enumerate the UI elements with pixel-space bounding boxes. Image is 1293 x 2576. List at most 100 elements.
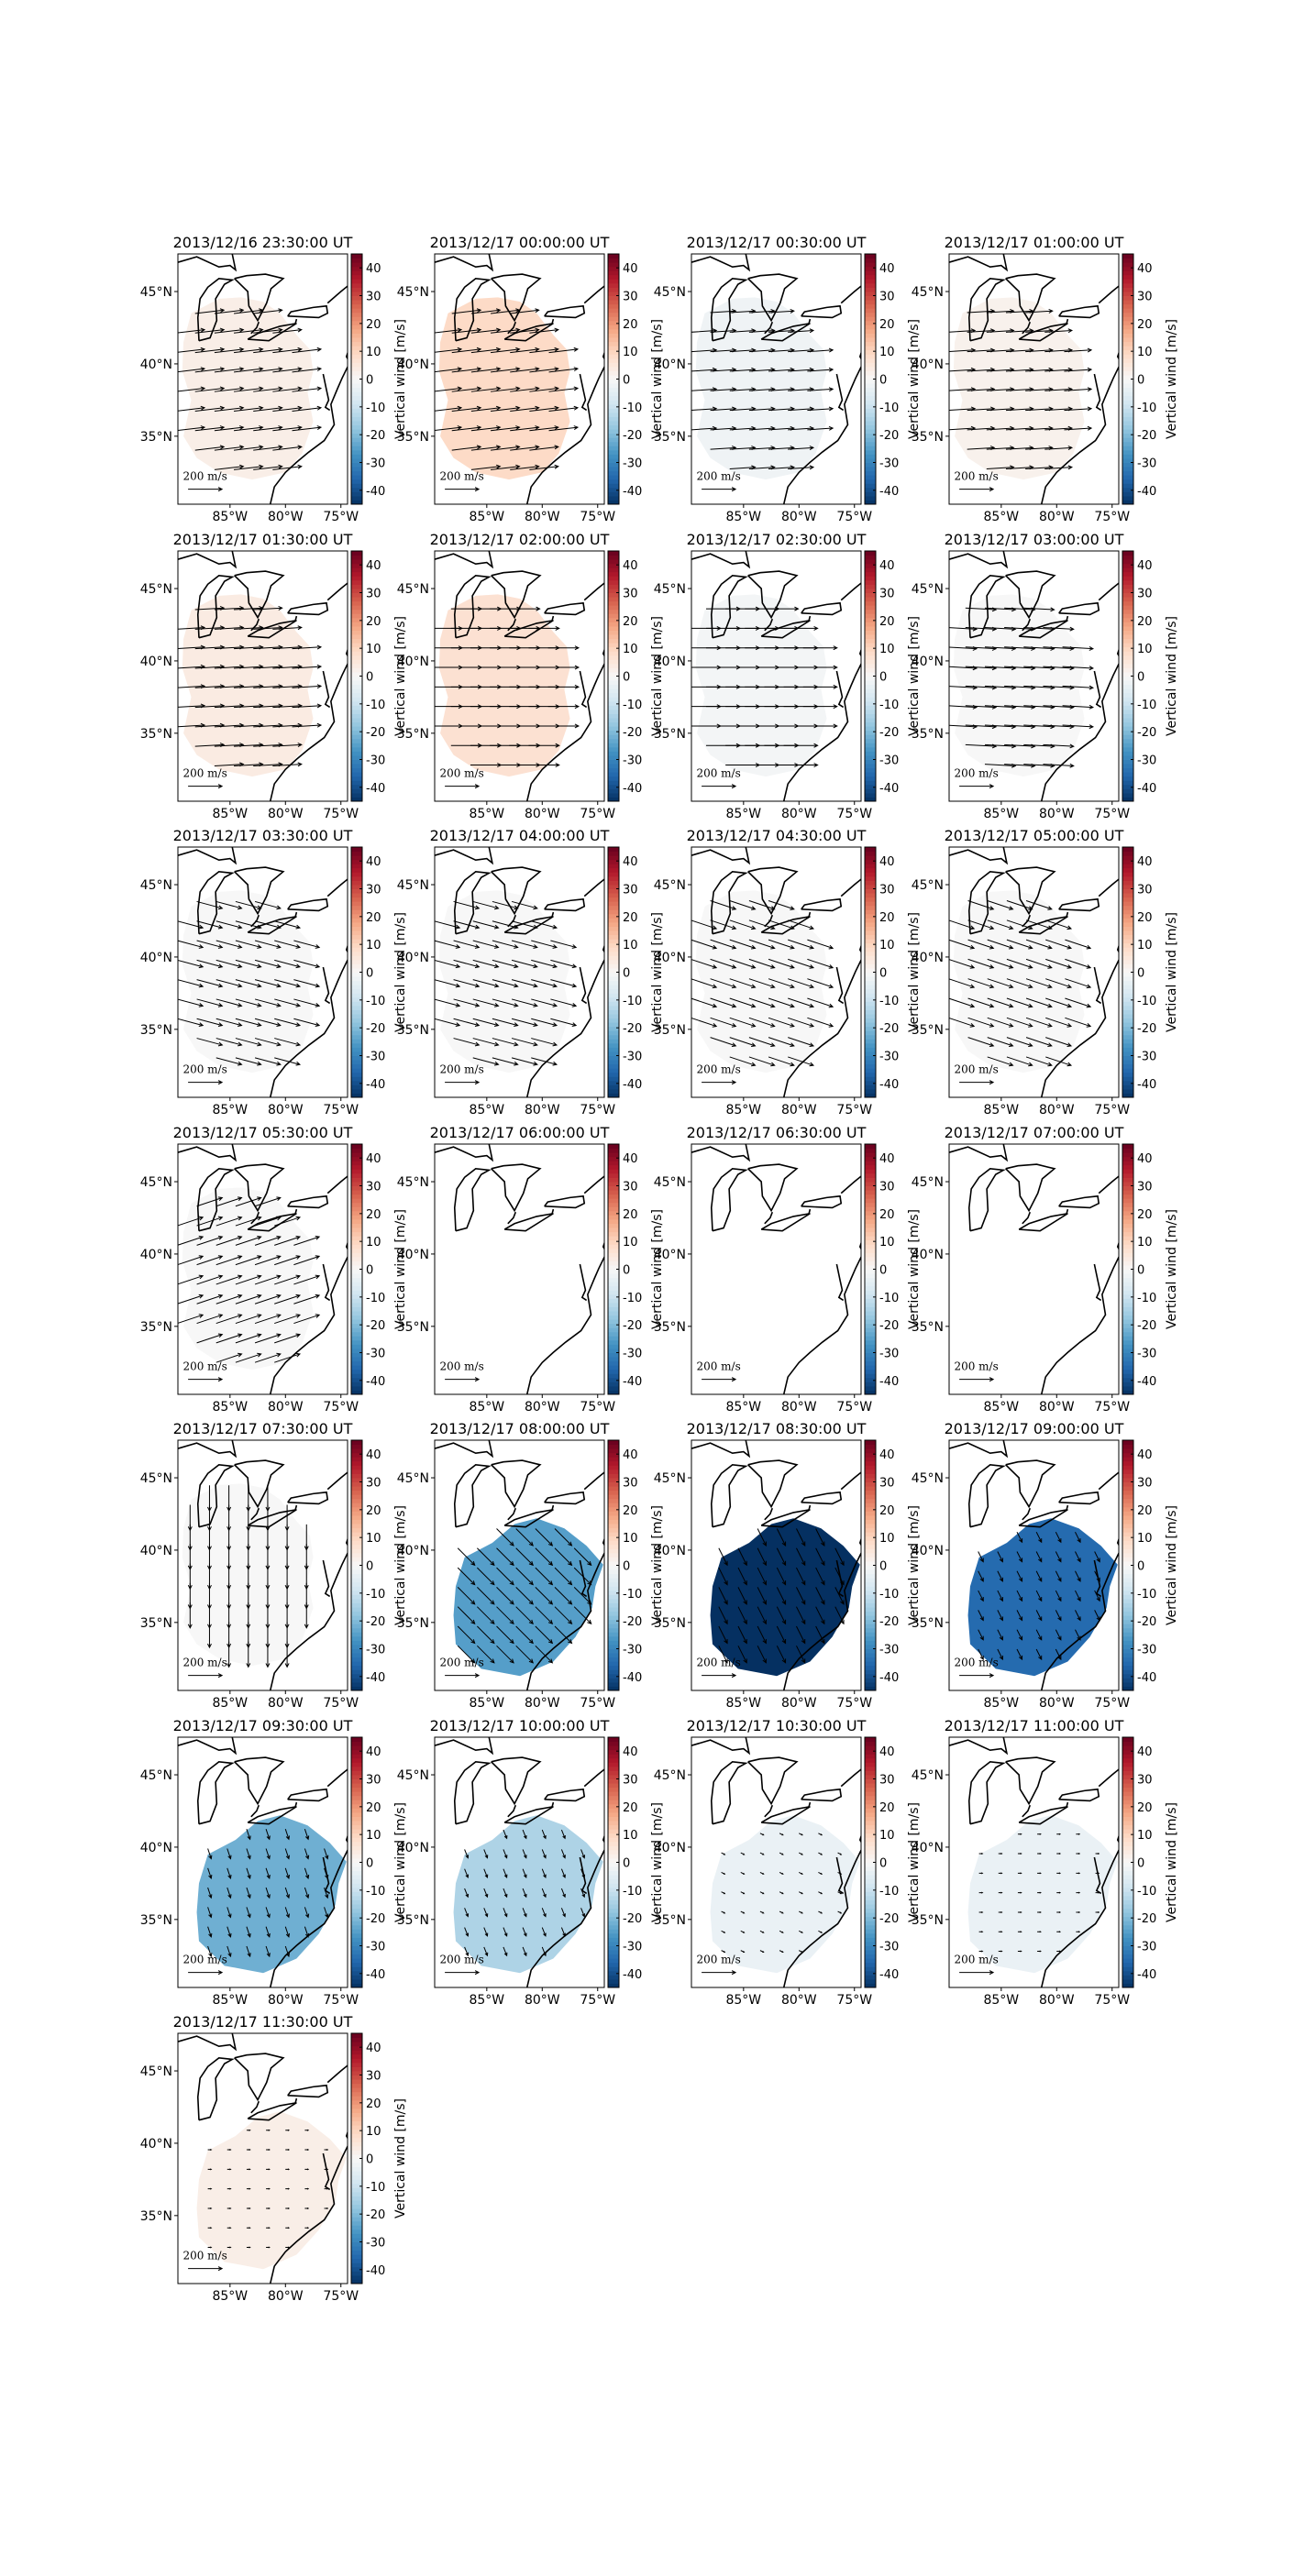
wind-arrow — [783, 743, 819, 748]
colorbar-segment — [865, 1144, 876, 1150]
wind-arrow — [748, 978, 776, 989]
coastline — [287, 897, 329, 912]
colorbar-tick-label: -30 — [623, 1941, 642, 1954]
colorbar-segment — [351, 2217, 362, 2222]
quiver-key-label: 200 m/s — [696, 1360, 740, 1373]
colorbar-segment — [351, 754, 362, 760]
colorbar-tick-label: -20 — [1137, 429, 1156, 443]
colorbar-segment — [865, 491, 876, 497]
y-tick-label: 35°N — [912, 1320, 944, 1335]
wind-arrow — [978, 1648, 984, 1661]
coastline — [949, 847, 1009, 865]
colorbar-tick-label: 40 — [879, 1745, 895, 1759]
colorbar-segment — [865, 295, 876, 301]
colorbar-segment — [608, 1390, 619, 1395]
colorbar-segment — [1122, 1231, 1133, 1237]
wind-arrow — [550, 979, 578, 988]
colorbar-segment — [351, 1256, 362, 1261]
colorbar-segment — [865, 651, 876, 656]
colorbar-segment — [1122, 1857, 1133, 1863]
colorbar-segment — [351, 354, 362, 359]
colorbar-segment — [1122, 1210, 1133, 1216]
colorbar-segment — [865, 1369, 876, 1374]
colorbar-segment — [608, 764, 619, 769]
axes-frame — [177, 550, 348, 802]
colorbar-segment — [351, 1845, 362, 1851]
wind-arrow — [233, 386, 264, 392]
colorbar-segment — [865, 1578, 876, 1583]
wind-arrow — [710, 939, 737, 950]
wind-arrow — [779, 1833, 784, 1836]
wind-arrow — [729, 978, 757, 989]
colorbar-segment — [1122, 379, 1133, 384]
colorbar-segment — [351, 1774, 362, 1779]
wind-arrow — [492, 979, 519, 988]
wind-arrow — [196, 1018, 224, 1028]
wind-arrow — [235, 1274, 262, 1285]
colorbar-segment — [1122, 1181, 1133, 1186]
colorbar-segment — [608, 726, 619, 732]
colorbar-segment — [608, 1854, 619, 1859]
colorbar-segment — [608, 551, 619, 556]
wind-arrow — [1037, 1872, 1042, 1875]
colorbar-tick-label: -10 — [366, 699, 385, 712]
colorbar-segment — [608, 1598, 619, 1603]
colorbar-segment — [608, 1373, 619, 1379]
colorbar-label: Vertical wind [m/s] — [907, 1802, 922, 1922]
wind-arrow — [274, 1294, 302, 1305]
panel-title: 2013/12/17 06:00:00 UT — [430, 1124, 610, 1141]
wind-arrow — [477, 1625, 495, 1645]
colorbar-segment — [1122, 354, 1133, 359]
wind-arrow — [710, 900, 737, 910]
colorbar-segment — [1122, 433, 1133, 438]
colorbar-segment — [351, 2220, 362, 2226]
wind-arrow — [196, 920, 224, 930]
colorbar-segment — [1122, 1294, 1133, 1299]
colorbar-tick-label: -30 — [366, 1941, 385, 1954]
colorbar-segment — [608, 709, 619, 714]
wind-arrow — [304, 2207, 310, 2209]
coastline — [1098, 285, 1119, 304]
colorbar-segment — [865, 1857, 876, 1863]
wind-arrow — [178, 1294, 204, 1305]
coastline — [287, 601, 329, 616]
wind-arrow — [1006, 997, 1033, 1008]
wind-arrow — [216, 920, 243, 930]
coastline — [782, 1833, 861, 1987]
colorbar-segment — [865, 1486, 876, 1492]
colorbar-segment — [865, 1239, 876, 1245]
wind-arrow — [691, 978, 718, 989]
wind-arrow — [759, 1950, 765, 1953]
coastline — [544, 304, 586, 319]
colorbar-segment — [351, 1962, 362, 1967]
y-tick-label: 45°N — [397, 582, 429, 597]
coastline — [294, 1504, 298, 1510]
x-tick-label: 85°W — [212, 1993, 248, 2008]
colorbar-segment — [608, 1506, 619, 1512]
wind-arrow — [515, 1606, 534, 1624]
colorbar-segment — [608, 1005, 619, 1010]
colorbar-segment — [351, 1315, 362, 1320]
colorbar-tick-label: -40 — [879, 1671, 899, 1685]
coastline — [503, 1508, 554, 1528]
colorbar-segment — [351, 926, 362, 931]
colorbar-segment — [1122, 1348, 1133, 1353]
colorbar-segment — [608, 475, 619, 480]
colorbar-segment — [1122, 457, 1133, 463]
colorbar-label: Vertical wind [m/s] — [1165, 319, 1179, 439]
wind-arrow — [324, 2187, 329, 2190]
colorbar-segment — [351, 934, 362, 940]
colorbar-segment — [1122, 374, 1133, 380]
colorbar-segment — [351, 592, 362, 598]
wind-arrow — [1016, 1610, 1023, 1622]
quiver-key-arrow — [445, 784, 481, 789]
wind-arrow — [254, 1018, 282, 1028]
colorbar-segment — [865, 955, 876, 961]
colorbar-tick-label: -10 — [366, 402, 385, 415]
wind-arrow — [304, 1848, 310, 1860]
wind-arrow — [272, 327, 303, 334]
colorbar-segment — [608, 1540, 619, 1546]
